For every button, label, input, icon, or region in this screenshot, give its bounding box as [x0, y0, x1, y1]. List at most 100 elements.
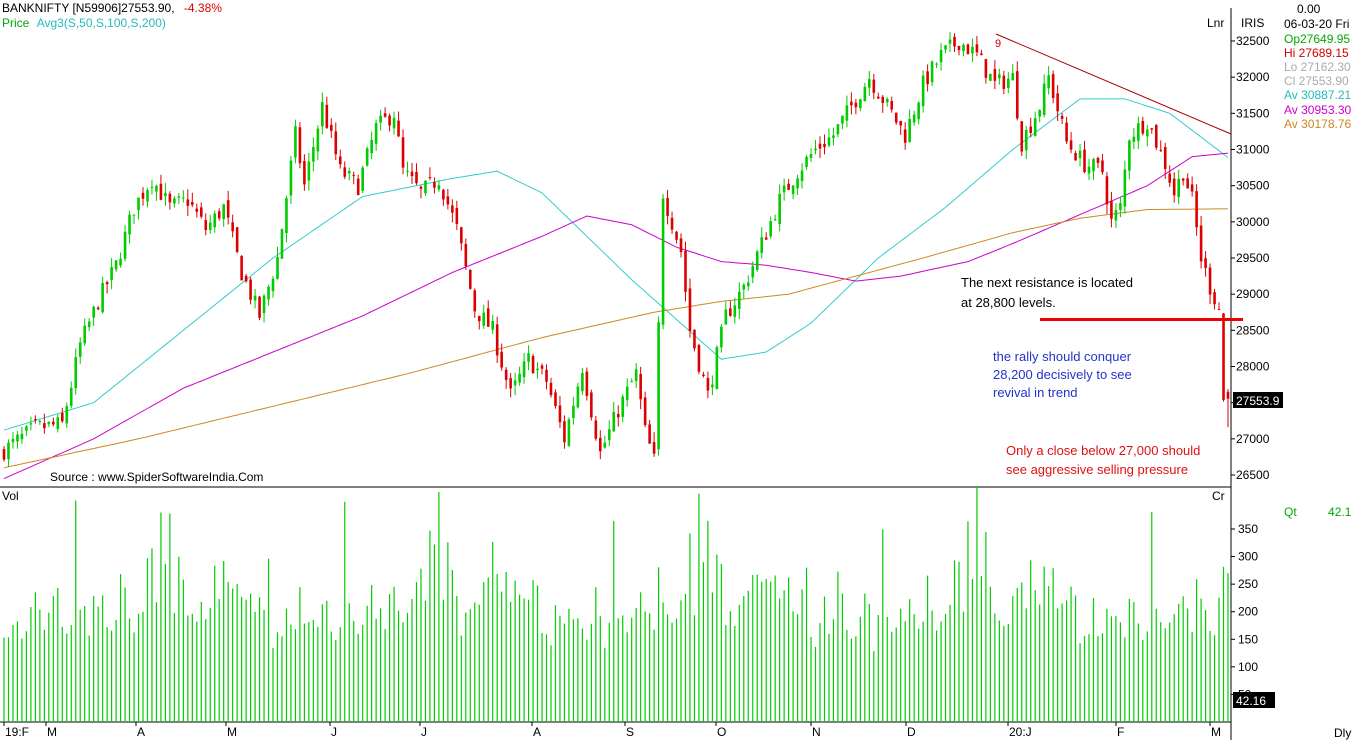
qt-value: 42.16: [1328, 505, 1352, 519]
candle-body: [114, 260, 118, 270]
candle-body: [468, 269, 472, 289]
date-tick-label: A: [533, 725, 541, 739]
candle-body: [1069, 140, 1073, 150]
candle-body: [930, 61, 934, 83]
candle-body: [791, 185, 795, 195]
candle-body: [442, 189, 445, 200]
price-tick-label: 29000: [1236, 287, 1270, 301]
candle-body: [119, 258, 122, 266]
candle-body: [146, 190, 149, 202]
symbol-line: BANKNIFTY [N59906]27553.90,: [2, 1, 175, 15]
candle-body: [92, 306, 95, 318]
candle-body: [1092, 159, 1095, 172]
candle-body: [657, 322, 660, 450]
volume-label: Vol: [2, 489, 19, 503]
volume-tick-label: 300: [1238, 550, 1258, 564]
candle-body: [177, 196, 181, 198]
candle-body: [733, 305, 737, 317]
date-tick-label: A: [137, 725, 145, 739]
candle-body: [1145, 129, 1149, 137]
date-tick-label: J: [421, 725, 427, 739]
candle-body: [213, 213, 217, 228]
date-tick-label: M: [1211, 725, 1221, 739]
candle-body: [971, 46, 974, 54]
rally-note: the rally should conquer 28,200 decisive…: [993, 348, 1132, 402]
candle-body: [361, 167, 364, 192]
candle-body: [155, 185, 158, 192]
candle-body: [953, 36, 956, 47]
candle-body: [854, 102, 858, 108]
candle-body: [1002, 75, 1006, 89]
candle-body: [1128, 140, 1131, 171]
candle-body: [1208, 267, 1212, 295]
scale-mode[interactable]: Lnr: [1207, 16, 1225, 30]
candle-body: [267, 286, 270, 300]
candle-body: [702, 374, 705, 377]
candle-body: [787, 183, 790, 190]
selling-note-line: see aggressive selling pressure: [1006, 462, 1189, 477]
candle-body: [370, 139, 373, 154]
candle-body: [199, 207, 203, 217]
candle-body: [374, 123, 378, 144]
volume-tick-label: 100: [1238, 660, 1258, 674]
qt-label: Qt: [1284, 505, 1297, 519]
candle-body: [83, 325, 87, 344]
candle-body: [38, 421, 42, 423]
candle-body: [1222, 313, 1225, 400]
candle-body: [65, 406, 69, 424]
moving-average-s200: [3, 208, 1229, 469]
candle-body: [935, 63, 938, 65]
candle-body: [280, 228, 284, 259]
candle-body: [392, 118, 396, 129]
candle-body: [845, 105, 849, 121]
candle-body: [1065, 122, 1068, 142]
candle-body: [805, 156, 808, 167]
candle-body: [912, 114, 916, 123]
candle-body: [16, 434, 19, 442]
candle-body: [715, 347, 719, 390]
candle-body: [809, 154, 813, 158]
date-tick-label: M: [47, 725, 57, 739]
candle-body: [536, 368, 539, 371]
cr-label: Cr: [1212, 489, 1225, 503]
price-tick-label: 27000: [1236, 432, 1270, 446]
candle-body: [850, 101, 853, 106]
candle-body: [347, 170, 351, 174]
candle-body: [56, 417, 60, 429]
candle-body: [276, 256, 279, 279]
candle-body: [69, 387, 73, 406]
candle-body: [549, 382, 553, 396]
volume-tick-label: 150: [1238, 632, 1258, 646]
candle-body: [612, 411, 616, 432]
candle-body: [881, 96, 885, 104]
candle-body: [128, 214, 131, 235]
candle-body: [78, 342, 82, 357]
period-label[interactable]: Dly: [1334, 726, 1352, 740]
candle-body: [500, 351, 503, 368]
candle-body: [262, 295, 266, 314]
candle-body: [388, 115, 391, 126]
moving-average-s100: [3, 152, 1229, 480]
candle-body: [962, 44, 965, 52]
candle-body: [625, 386, 629, 400]
candle-body: [406, 170, 409, 172]
candle-body: [1038, 110, 1041, 117]
date-tick-label: N: [812, 725, 821, 739]
candle-body: [755, 251, 759, 270]
last-volume-tag-bg: [1233, 692, 1275, 708]
candle-body: [504, 369, 508, 380]
candle-body: [1172, 178, 1176, 196]
candle-body: [2, 449, 6, 460]
candle-body: [908, 118, 911, 143]
candle-body: [285, 198, 288, 234]
candle-body: [1051, 74, 1055, 99]
candle-body: [379, 115, 382, 123]
candle-body: [208, 222, 212, 231]
info-avg-100: Av 30953.30: [1284, 103, 1352, 117]
price-tick-label: 28000: [1236, 360, 1270, 374]
candle-body: [720, 326, 723, 348]
candle-body: [876, 96, 880, 99]
candle-body: [652, 442, 656, 454]
candle-body: [581, 372, 584, 392]
